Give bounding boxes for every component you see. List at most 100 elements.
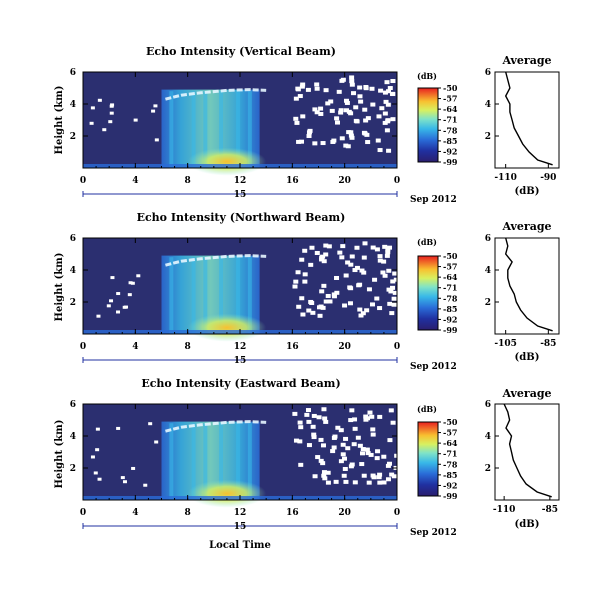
missing-data-cell — [362, 241, 368, 246]
x-tick-label: 12 — [234, 176, 247, 186]
missing-data-cell — [90, 455, 95, 459]
missing-data-cell — [312, 474, 318, 479]
missing-data-cell — [352, 417, 358, 422]
missing-data-cell — [306, 308, 312, 313]
missing-data-cell — [322, 476, 328, 481]
x-tick-label: 20 — [338, 508, 351, 518]
missing-data-cell — [369, 86, 375, 91]
missing-data-cell — [370, 473, 376, 478]
date-label: Sep 2012 — [410, 195, 457, 205]
missing-data-cell — [93, 471, 98, 475]
average-title: Average — [501, 54, 551, 67]
average-y-tick-label: 6 — [485, 68, 491, 78]
missing-data-cell — [300, 114, 306, 119]
missing-data-cell — [387, 86, 393, 91]
x-tick-label: 12 — [234, 342, 247, 352]
colorbar: -50-57-64-71-78-85-92-99 — [417, 251, 458, 335]
date-day-label: 15 — [234, 356, 247, 366]
average-xlabel: (dB) — [515, 186, 540, 197]
missing-data-cell — [307, 128, 313, 133]
missing-data-cell — [300, 312, 306, 317]
missing-data-cell — [340, 244, 346, 249]
missing-data-cell — [362, 107, 368, 112]
missing-data-cell — [311, 435, 317, 440]
missing-data-cell — [292, 284, 298, 289]
missing-data-cell — [360, 447, 366, 452]
echo-streak — [203, 423, 208, 500]
missing-data-cell — [321, 473, 327, 478]
missing-data-cell — [340, 452, 346, 457]
missing-data-cell — [296, 304, 302, 309]
missing-data-cell — [318, 111, 324, 116]
missing-data-cell — [305, 87, 311, 92]
chart-title: Echo Intensity (Northward Beam) — [137, 211, 346, 224]
missing-data-cell — [298, 462, 304, 467]
missing-data-cell — [318, 437, 324, 442]
colorbar-unit: (dB) — [417, 404, 437, 414]
missing-data-cell — [302, 248, 308, 253]
echo-streak — [191, 423, 196, 500]
missing-data-cell — [343, 273, 349, 278]
missing-data-cell — [361, 255, 367, 260]
average-title: Average — [501, 220, 551, 233]
missing-data-cell — [334, 116, 340, 121]
missing-data-cell — [321, 259, 327, 264]
average-profile: -110 -90 2 4 6 — [485, 68, 560, 183]
missing-data-cell — [327, 299, 333, 304]
missing-data-cell — [331, 138, 337, 143]
missing-data-cell — [90, 106, 95, 110]
missing-data-cell — [328, 99, 334, 104]
missing-data-cell — [348, 418, 354, 423]
missing-data-cell — [325, 480, 331, 485]
missing-data-cell — [323, 299, 329, 304]
panel-northward-beam: Echo Intensity (Northward Beam) Height (… — [54, 211, 560, 372]
missing-data-cell — [298, 425, 304, 430]
missing-data-cell — [370, 432, 376, 437]
boundary-layer-top — [165, 420, 267, 433]
colorbar-gradient — [417, 87, 439, 163]
missing-data-cell — [342, 303, 348, 308]
missing-data-cell — [116, 292, 121, 296]
missing-data-cell — [363, 118, 369, 123]
average-profile: -110 -85 2 4 6 — [485, 400, 560, 515]
missing-data-cell — [347, 285, 353, 290]
missing-data-cell — [390, 285, 396, 290]
colorbar: -50-57-64-71-78-85-92-99 — [417, 417, 458, 501]
missing-data-cell — [331, 292, 337, 297]
missing-data-cell — [323, 88, 329, 93]
missing-data-cell — [345, 446, 351, 451]
missing-data-cell — [325, 101, 331, 106]
chart-title: Echo Intensity (Eastward Beam) — [141, 377, 340, 390]
missing-data-cell — [369, 414, 375, 419]
missing-data-cell — [310, 310, 316, 315]
missing-data-cell — [349, 254, 355, 259]
missing-data-cell — [349, 408, 355, 413]
missing-data-cell — [304, 412, 310, 417]
missing-data-cell — [333, 479, 339, 484]
missing-data-cell — [349, 79, 355, 84]
missing-data-cell — [323, 252, 329, 257]
missing-data-cell — [364, 308, 370, 313]
missing-data-cell — [108, 120, 113, 124]
missing-data-cell — [370, 102, 376, 107]
missing-data-cell — [357, 443, 363, 448]
missing-data-cell — [357, 282, 363, 287]
y-axis-label: Height (km) — [54, 420, 65, 489]
missing-data-cell — [390, 117, 396, 122]
missing-data-cell — [311, 413, 317, 418]
missing-data-cell — [153, 104, 158, 108]
panel-eastward-beam: Echo Intensity (Eastward Beam) Height (k… — [54, 377, 560, 551]
missing-data-cell — [314, 110, 320, 115]
missing-data-cell — [377, 148, 383, 153]
missing-data-cell — [389, 472, 395, 477]
missing-data-cell — [392, 290, 398, 295]
average-y-tick-label: 6 — [485, 234, 491, 244]
missing-data-cell — [293, 96, 299, 101]
colorbar-tick-label: -64 — [443, 438, 458, 448]
missing-data-cell — [299, 84, 305, 89]
average-y-tick-label: 2 — [485, 298, 491, 308]
missing-data-cell — [96, 314, 101, 318]
colorbar-tick-label: -85 — [443, 470, 457, 480]
echo-streak — [191, 91, 196, 168]
y-tick-label: 4 — [70, 266, 76, 276]
